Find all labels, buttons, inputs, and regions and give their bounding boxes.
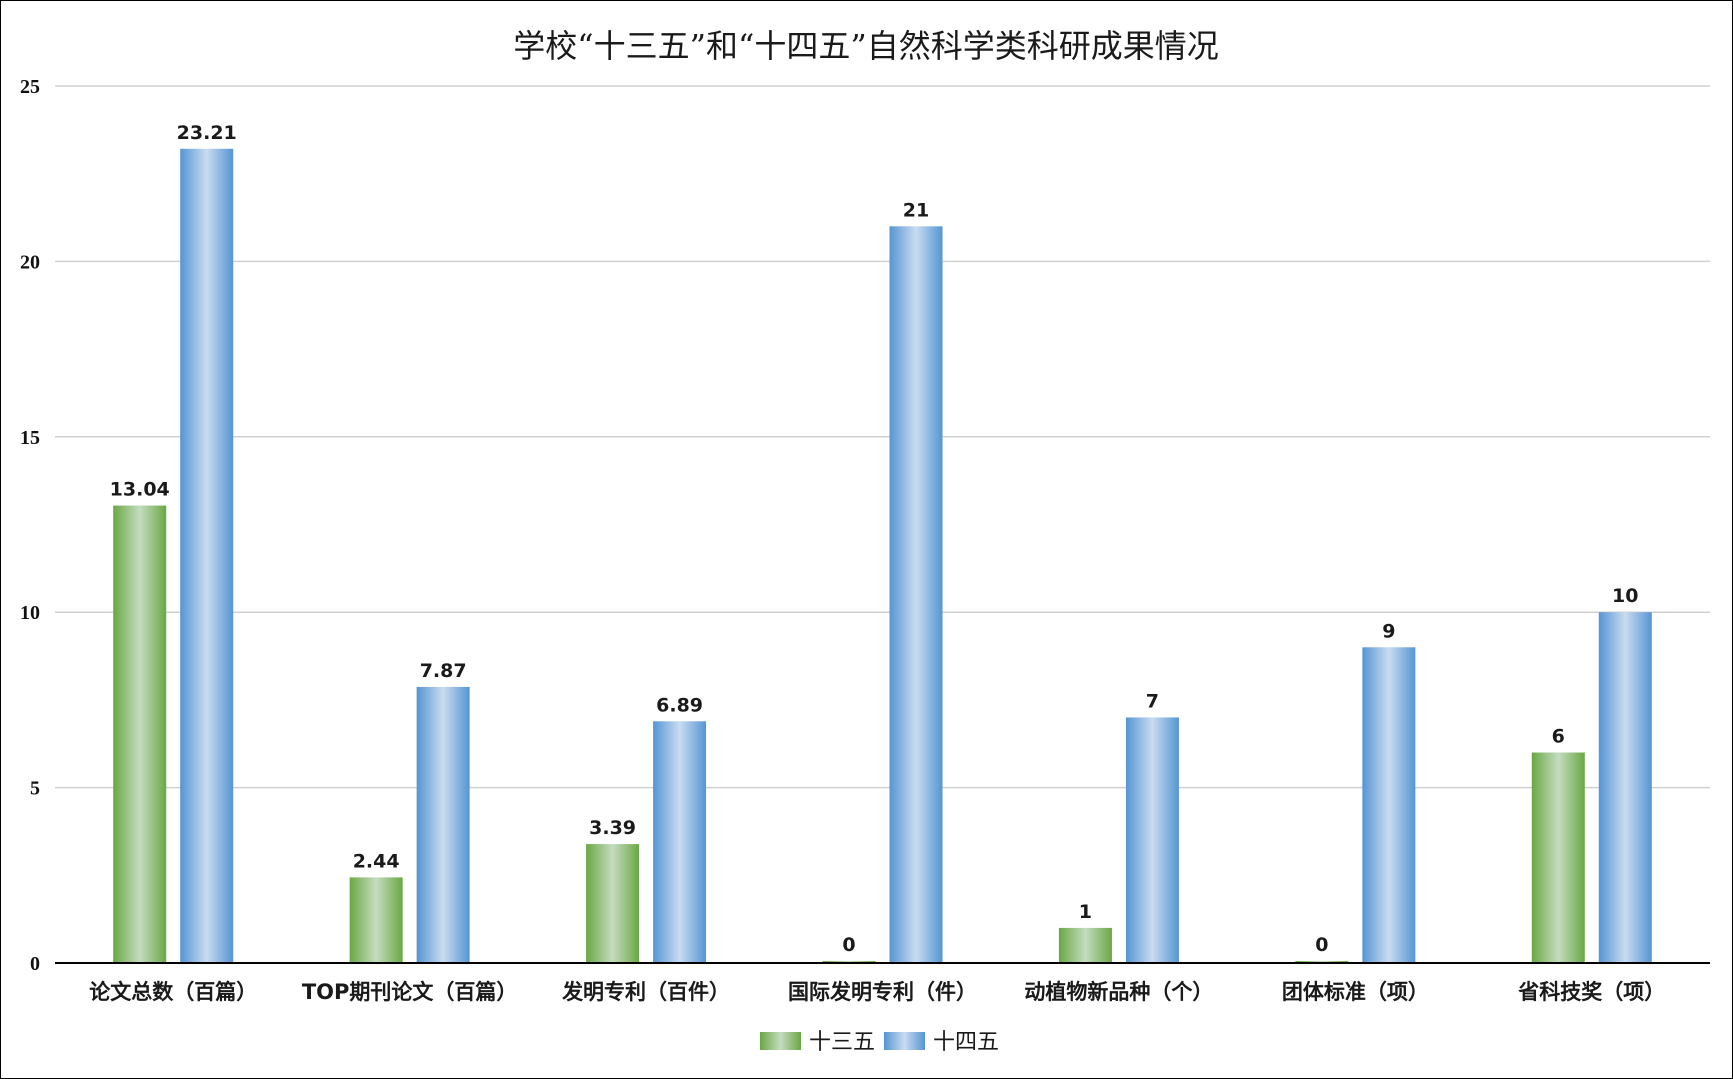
x-tick-label: 发明专利（百件）: [561, 980, 730, 1004]
data-label: 1: [1079, 901, 1092, 923]
data-label: 3.39: [589, 817, 636, 839]
y-tick-label: 0: [30, 953, 40, 975]
gridlines: [55, 85, 1710, 789]
bar-shisanwu: [1058, 927, 1112, 963]
bar-shisiwu: [1598, 612, 1652, 963]
x-tick-label: 省科技奖（项）: [1517, 980, 1665, 1004]
y-tick-label: 5: [30, 778, 40, 800]
x-tick-label: 论文总数（百篇）: [89, 980, 257, 1004]
legend: 十三五 十四五: [760, 1030, 999, 1055]
bar-shisanwu: [113, 505, 167, 963]
x-tick-label: TOP期刊论文（百篇）: [302, 980, 518, 1004]
y-tick-label: 15: [20, 427, 40, 449]
x-tick-label: 动植物新品种（个）: [1024, 980, 1213, 1004]
data-label: 0: [1315, 934, 1328, 956]
legend-label: 十四五: [933, 1030, 999, 1055]
bar-shisanwu: [1531, 752, 1585, 963]
data-label: 2.44: [353, 850, 400, 872]
legend-swatch-shisanwu: [760, 1032, 801, 1050]
x-axis-ticks: 论文总数（百篇） TOP期刊论文（百篇） 发明专利（百件） 国际发明专利（件） 动植物新…: [89, 980, 1665, 1004]
bar-shisiwu: [889, 226, 943, 963]
y-axis-ticks: 0 5 10 15 20 25: [20, 76, 40, 975]
data-label: 23.21: [177, 122, 237, 144]
data-label: 0: [842, 934, 855, 956]
bar-shisiwu: [653, 721, 707, 963]
bar-shisanwu: [349, 877, 403, 963]
bar-shisiwu: [180, 148, 234, 963]
data-label: 13.04: [110, 479, 170, 501]
data-labels: 13.04 23.21 2.44 7.87 3.39 6.89 0 21 1 7 0 9 6 10: [110, 122, 1639, 956]
data-label: 9: [1382, 620, 1395, 642]
data-label: 7.87: [420, 660, 467, 682]
data-label: 10: [1612, 585, 1638, 607]
y-tick-label: 25: [20, 76, 40, 98]
chart-title: 学校“十三五”和“十四五”自然科学类科研成果情况: [513, 27, 1218, 65]
bar-shisiwu: [1362, 647, 1416, 963]
legend-label: 十三五: [809, 1030, 875, 1055]
legend-swatch-shisiwu: [884, 1032, 925, 1050]
bars: [113, 148, 1652, 963]
data-label: 7: [1146, 690, 1159, 712]
y-tick-label: 20: [20, 251, 40, 273]
bar-shisiwu: [416, 686, 470, 963]
bar-shisiwu: [1125, 717, 1179, 963]
bar-shisanwu: [586, 844, 640, 963]
data-label: 21: [903, 199, 929, 221]
x-tick-label: 国际发明专利（件）: [788, 980, 977, 1004]
x-tick-label: 团体标准（项）: [1282, 980, 1429, 1004]
data-label: 6.89: [656, 694, 703, 716]
y-tick-label: 10: [20, 602, 40, 624]
data-label: 6: [1552, 726, 1565, 748]
